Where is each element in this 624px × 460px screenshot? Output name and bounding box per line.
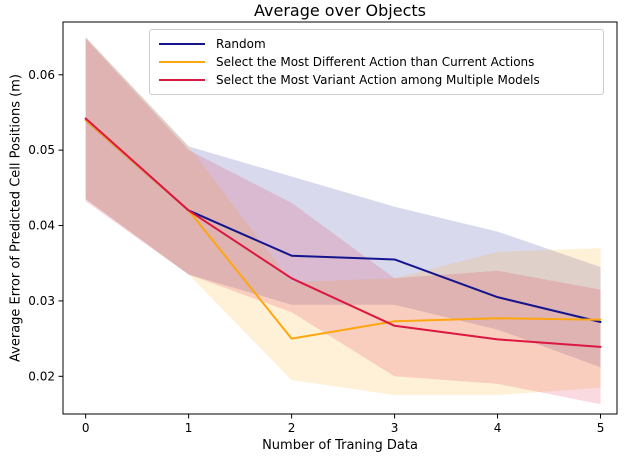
svg-text:5: 5 [597,421,605,435]
svg-text:0.04: 0.04 [28,219,55,233]
svg-text:0.06: 0.06 [28,68,55,82]
svg-text:4: 4 [494,421,502,435]
chart-title: Average over Objects [254,1,426,20]
legend-label-random: Random [216,37,266,51]
legend-label-most-different: Select the Most Different Action than Cu… [216,55,535,69]
legend-item-most-variant: Select the Most Variant Action among Mul… [159,71,603,89]
legend-label-most-variant: Select the Most Variant Action among Mul… [216,73,540,87]
svg-text:0.03: 0.03 [28,294,55,308]
legend: Random Select the Most Different Action … [149,29,604,95]
svg-text:0.05: 0.05 [28,143,55,157]
x-axis-label: Number of Traning Data [262,438,418,453]
svg-text:3: 3 [391,421,399,435]
legend-item-most-different: Select the Most Different Action than Cu… [159,53,603,71]
svg-text:0.02: 0.02 [28,369,55,383]
svg-text:2: 2 [288,421,296,435]
legend-item-random: Random [159,35,603,53]
legend-line-sample-most-different [159,60,205,64]
svg-text:0: 0 [82,421,90,435]
svg-text:1: 1 [185,421,193,435]
y-axis-label: Average Error of Predicted Cell Position… [8,74,24,362]
legend-line-sample-most-variant [159,78,205,82]
legend-line-sample-random [159,42,205,46]
